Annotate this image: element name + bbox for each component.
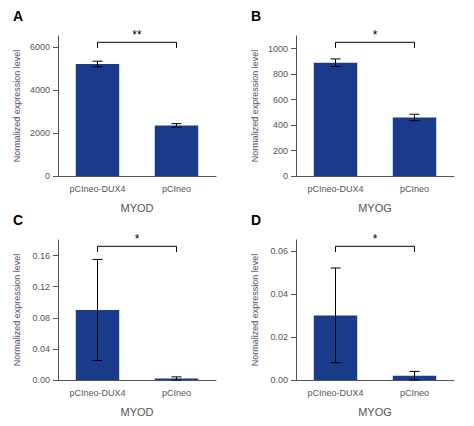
svg-text:Normalized expression level: Normalized expression level xyxy=(250,50,260,163)
svg-text:200: 200 xyxy=(273,146,288,156)
svg-text:Normalized expression level: Normalized expression level xyxy=(250,254,260,367)
svg-text:*: * xyxy=(373,28,378,42)
svg-text:C: C xyxy=(13,212,23,228)
svg-text:0.00: 0.00 xyxy=(270,375,288,385)
svg-text:400: 400 xyxy=(273,120,288,130)
svg-text:D: D xyxy=(251,212,261,228)
svg-text:*: * xyxy=(373,232,378,246)
svg-text:*: * xyxy=(135,232,140,246)
svg-text:pCIneo-DUX4: pCIneo-DUX4 xyxy=(307,184,363,194)
svg-text:800: 800 xyxy=(273,69,288,79)
svg-text:pCIneo: pCIneo xyxy=(162,388,191,398)
svg-text:4000: 4000 xyxy=(30,85,50,95)
svg-text:pCIneo-DUX4: pCIneo-DUX4 xyxy=(307,388,363,398)
svg-text:MYOG: MYOG xyxy=(358,406,392,418)
svg-text:pCIneo: pCIneo xyxy=(400,388,429,398)
svg-text:pCIneo-DUX4: pCIneo-DUX4 xyxy=(69,388,125,398)
svg-text:B: B xyxy=(251,8,261,24)
svg-text:0.12: 0.12 xyxy=(32,282,50,292)
svg-text:0.04: 0.04 xyxy=(270,289,288,299)
svg-text:0.08: 0.08 xyxy=(32,313,50,323)
svg-text:0.02: 0.02 xyxy=(270,332,288,342)
svg-text:0.00: 0.00 xyxy=(32,375,50,385)
svg-text:pCIneo: pCIneo xyxy=(400,184,429,194)
svg-text:0.16: 0.16 xyxy=(32,251,50,261)
svg-text:6000: 6000 xyxy=(30,42,50,52)
svg-text:0.04: 0.04 xyxy=(32,344,50,354)
svg-text:0: 0 xyxy=(283,171,288,181)
svg-text:MYOG: MYOG xyxy=(358,202,392,214)
svg-text:1000: 1000 xyxy=(268,44,288,54)
svg-text:600: 600 xyxy=(273,95,288,105)
svg-text:pCIneo-DUX4: pCIneo-DUX4 xyxy=(69,184,125,194)
svg-text:Normalized expression level: Normalized expression level xyxy=(12,254,22,367)
svg-text:pCIneo: pCIneo xyxy=(162,184,191,194)
svg-text:MYOD: MYOD xyxy=(121,406,154,418)
svg-text:0.06: 0.06 xyxy=(270,246,288,256)
svg-text:MYOD: MYOD xyxy=(121,202,154,214)
svg-text:0: 0 xyxy=(45,171,50,181)
svg-text:2000: 2000 xyxy=(30,128,50,138)
svg-text:A: A xyxy=(13,8,23,24)
svg-text:**: ** xyxy=(132,28,142,42)
svg-text:Normalized expression level: Normalized expression level xyxy=(12,50,22,163)
